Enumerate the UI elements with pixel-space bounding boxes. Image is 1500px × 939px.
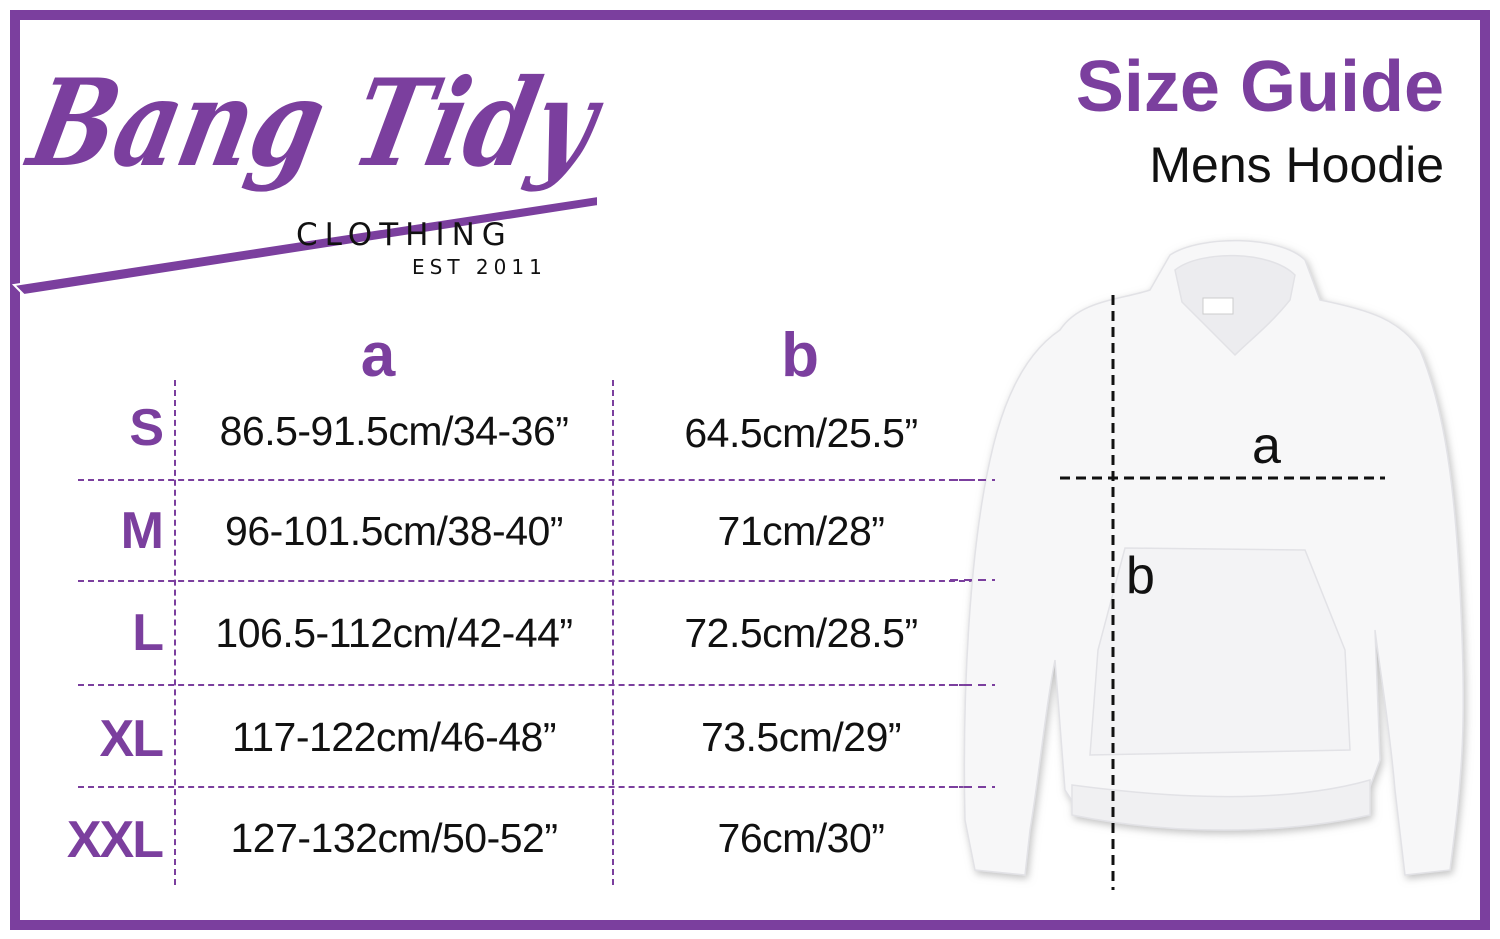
column-divider bbox=[612, 380, 614, 885]
size-label: XL bbox=[99, 710, 164, 768]
logo-est: EST 2011 bbox=[412, 255, 547, 279]
logo-swoosh bbox=[11, 194, 599, 297]
measure-a-label: a bbox=[1252, 417, 1281, 475]
logo-wordmark: Bang Tidy bbox=[16, 52, 615, 193]
row-divider bbox=[78, 479, 995, 481]
value-b: 73.5cm/29” bbox=[700, 714, 902, 760]
value-a: 127-132cm/50-52” bbox=[230, 815, 558, 861]
row-divider bbox=[78, 684, 995, 686]
measure-b-label: b bbox=[1126, 547, 1155, 605]
row-divider bbox=[78, 580, 995, 582]
logo-clothing: CLOTHING bbox=[296, 217, 513, 253]
value-b: 64.5cm/25.5” bbox=[684, 410, 918, 456]
hoodie-image bbox=[950, 239, 1465, 890]
value-a: 96-101.5cm/38-40” bbox=[225, 508, 563, 554]
column-divider bbox=[174, 380, 176, 885]
value-b: 76cm/30” bbox=[717, 815, 885, 861]
value-b: 72.5cm/28.5” bbox=[684, 610, 918, 656]
page-subtitle: Mens Hoodie bbox=[1149, 137, 1444, 193]
value-a: 117-122cm/46-48” bbox=[232, 714, 556, 760]
value-a: 106.5-112cm/42-44” bbox=[215, 610, 573, 656]
page-border bbox=[10, 10, 1490, 930]
size-label: L bbox=[132, 604, 164, 662]
brand-logo: Bang Tidy CLOTHING EST 2011 bbox=[11, 51, 616, 297]
hoodie-tag bbox=[1202, 297, 1234, 315]
row-divider bbox=[78, 786, 995, 788]
value-b: 71cm/28” bbox=[717, 508, 885, 554]
page-title: Size Guide bbox=[1075, 47, 1444, 127]
size-label: XXL bbox=[66, 811, 164, 869]
column-header-b: b bbox=[781, 321, 819, 390]
size-label: S bbox=[129, 399, 164, 457]
size-label: M bbox=[120, 502, 164, 560]
column-header-a: a bbox=[360, 321, 396, 390]
value-a: 86.5-91.5cm/34-36” bbox=[219, 408, 569, 454]
